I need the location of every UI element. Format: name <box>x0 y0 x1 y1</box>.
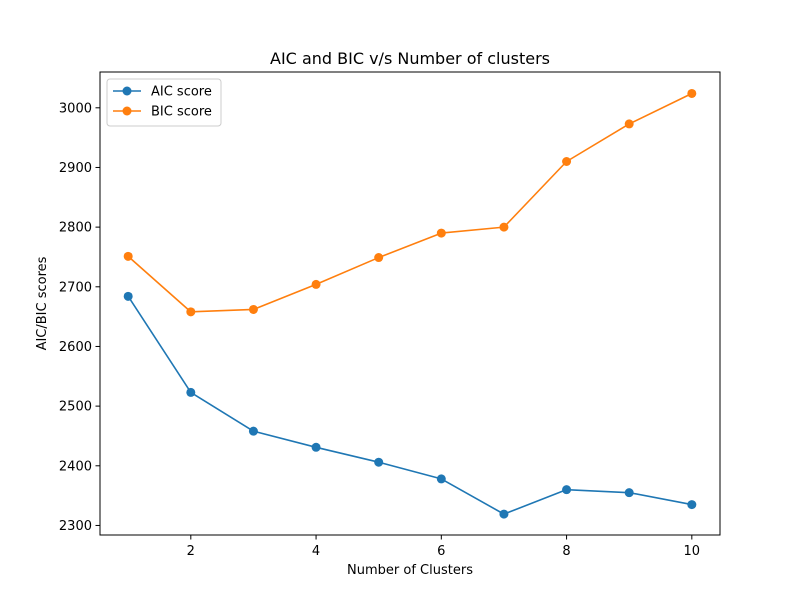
x-tick-label: 6 <box>437 544 445 559</box>
plot-area-frame <box>99 71 721 536</box>
axis-ticks: 2 4 6 8 10 2300 2400 2500 2600 2700 2800 2900 3000 <box>59 101 700 559</box>
bic-score-point <box>499 222 509 232</box>
x-tick-label: 4 <box>312 544 320 559</box>
y-tick-label: 2800 <box>59 221 92 236</box>
bic-score-point <box>311 279 321 289</box>
legend-item-aic-score: AIC score <box>113 85 212 100</box>
aic-score-point <box>123 291 133 301</box>
bic-score-point <box>123 251 133 261</box>
y-axis-label: AIC/BIC scores <box>35 256 50 350</box>
aic-score-point <box>436 474 446 484</box>
legend-marker <box>122 86 132 96</box>
bic-score-line <box>127 92 693 313</box>
aic-score-point <box>186 387 196 397</box>
bic-score-point <box>562 156 572 166</box>
bic-score-point <box>186 307 196 317</box>
bic-score-point <box>374 253 384 263</box>
y-tick-label: 2600 <box>59 340 92 355</box>
x-tick-label: 8 <box>562 544 570 559</box>
legend-item-bic-score: BIC score <box>113 105 212 120</box>
x-tick-label: 2 <box>187 544 195 559</box>
y-tick-label: 2900 <box>59 161 92 176</box>
chart-legend: AIC score BIC score <box>106 78 222 127</box>
bic-score-point <box>248 304 258 314</box>
bic-score-point <box>436 228 446 238</box>
aic-score-point <box>562 485 572 495</box>
series-layer <box>123 88 697 519</box>
aic-score-series <box>123 291 697 519</box>
y-tick-label: 2500 <box>59 400 92 415</box>
y-tick-label: 2400 <box>59 459 92 474</box>
aic-score-point <box>687 500 697 510</box>
legend-label: BIC score <box>151 105 212 120</box>
x-axis-label: Number of Clusters <box>347 563 473 578</box>
bic-score-point <box>687 88 697 98</box>
chart-title: AIC and BIC v/s Number of clusters <box>270 49 550 68</box>
bic-score-point <box>624 119 634 129</box>
bic-score-series <box>123 88 697 317</box>
aic-score-point <box>248 426 258 436</box>
y-tick-label: 3000 <box>59 101 92 116</box>
x-tick-label: 10 <box>684 544 701 559</box>
aic-score-line <box>127 295 693 515</box>
aic-score-point <box>374 457 384 467</box>
legend-label: AIC score <box>151 85 212 100</box>
legend-marker <box>122 106 132 116</box>
y-tick-label: 2700 <box>59 280 92 295</box>
aic-score-point <box>624 488 634 498</box>
legend-items: AIC score BIC score <box>113 85 212 120</box>
aic-score-point <box>311 442 321 452</box>
y-tick-label: 2300 <box>59 519 92 534</box>
aic-score-point <box>499 509 509 519</box>
